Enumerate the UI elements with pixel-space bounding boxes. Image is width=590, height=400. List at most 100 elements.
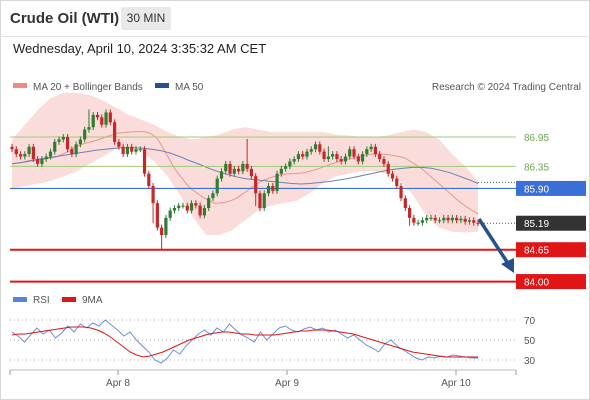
instrument-title: Crude Oil (WTI) <box>10 10 120 27</box>
candle <box>279 165 283 177</box>
candle <box>215 175 219 197</box>
ma50-legend-label: MA 50 <box>175 82 204 93</box>
candle <box>382 156 386 167</box>
ma20-legend-swatch <box>13 83 27 88</box>
candle <box>407 205 412 226</box>
candle <box>292 156 296 165</box>
candle <box>228 160 232 177</box>
ma50-line <box>11 147 479 185</box>
candle <box>442 214 446 224</box>
credit-label: Research © 2024 Trading Central <box>432 82 581 93</box>
candle <box>378 151 382 162</box>
candle <box>57 136 61 145</box>
candle <box>172 205 177 214</box>
x-tick-label: Apr 10 <box>441 378 471 389</box>
candle <box>65 134 70 153</box>
candle <box>74 141 78 158</box>
candles <box>10 109 480 251</box>
candle <box>40 156 44 167</box>
candle <box>104 109 108 128</box>
candle <box>14 146 18 158</box>
candle <box>219 168 224 182</box>
candle <box>476 219 480 227</box>
candle <box>125 143 130 158</box>
candle <box>262 190 266 211</box>
candle <box>164 214 168 238</box>
rsi-panel: 70 50 30 <box>10 316 536 367</box>
candle <box>437 217 442 224</box>
bollinger-band-area <box>12 92 478 235</box>
candle <box>373 143 377 158</box>
support-label: 84.65 <box>524 246 549 257</box>
candle <box>450 214 454 224</box>
candle <box>284 163 288 172</box>
candle <box>296 151 301 162</box>
pivot-label: 85.90 <box>524 184 549 195</box>
candle <box>313 141 318 153</box>
resistance-label: 86.95 <box>524 133 549 144</box>
candle <box>236 165 241 175</box>
candle <box>429 214 433 221</box>
candle <box>44 153 48 162</box>
candle <box>23 151 27 160</box>
candle <box>266 183 271 197</box>
candle <box>130 143 134 155</box>
candle <box>27 143 31 158</box>
candle <box>395 175 399 189</box>
candle <box>305 148 309 160</box>
ma20-legend-label: MA 20 + Bollinger Bands <box>33 82 143 93</box>
candle <box>78 136 83 148</box>
price-levels: 86.95 86.35 85.90 85.19 84.65 84.00 <box>10 133 586 290</box>
candle <box>48 148 53 160</box>
candle <box>455 214 459 224</box>
candle <box>91 111 95 131</box>
chart-header: Crude Oil (WTI) 30 MIN <box>0 0 590 37</box>
candle <box>100 114 104 128</box>
candle <box>155 200 159 231</box>
candle <box>108 109 112 126</box>
rsi-line <box>11 319 478 364</box>
candle <box>249 165 254 180</box>
x-tick-label: Apr 9 <box>275 378 299 389</box>
rsi-legend-swatch <box>13 297 27 302</box>
candle <box>420 217 425 226</box>
candle <box>459 215 463 224</box>
projection-arrow-shaft <box>477 218 511 266</box>
candle <box>224 160 228 175</box>
current-price-label: 85.19 <box>524 219 549 230</box>
candle <box>36 156 40 167</box>
candle <box>433 214 437 224</box>
candle <box>403 195 407 211</box>
ma50-legend-swatch <box>155 83 169 88</box>
candle <box>322 148 326 162</box>
candle <box>160 224 164 251</box>
candle <box>352 146 356 160</box>
candle <box>348 146 352 160</box>
rsi-ma-legend-label: 9MA <box>82 295 103 306</box>
candle <box>331 151 335 160</box>
candle <box>61 134 65 143</box>
candle <box>412 214 416 226</box>
candle <box>318 141 322 155</box>
candle <box>365 146 369 158</box>
candle <box>232 165 236 177</box>
candle <box>211 190 215 202</box>
candle <box>416 219 420 226</box>
candle <box>245 138 249 172</box>
candle <box>121 143 125 158</box>
current-price-box <box>516 215 586 231</box>
candle <box>301 151 305 160</box>
timeframe-button[interactable]: 30 MIN <box>121 7 171 30</box>
candle <box>10 143 14 153</box>
candle <box>425 214 429 224</box>
candle <box>189 200 194 214</box>
support-label-box <box>516 242 586 258</box>
candle <box>53 138 57 155</box>
candle <box>360 151 365 165</box>
candle <box>194 200 198 209</box>
rsi-tick-label: 50 <box>524 336 536 347</box>
support-label-box <box>516 274 586 290</box>
projection-arrow-head <box>501 258 514 273</box>
x-axis-ticks: Apr 8 Apr 9 Apr 10 <box>9 370 517 389</box>
candle <box>198 202 202 219</box>
